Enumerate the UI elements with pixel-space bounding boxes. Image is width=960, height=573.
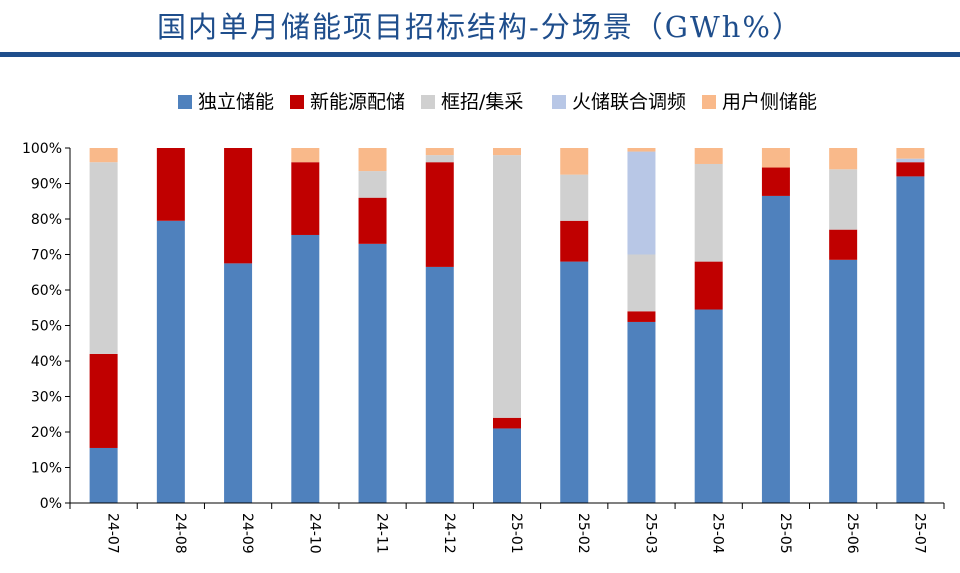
bar-segment-24-07-s2 — [89, 162, 118, 354]
y-tick-label: 60% — [31, 283, 62, 299]
bar-segment-25-06-s1 — [829, 229, 858, 260]
bar-segment-25-04-s2 — [694, 163, 723, 262]
bar-segment-24-12-s4 — [425, 148, 454, 156]
y-tick-label: 10% — [31, 461, 62, 477]
x-tick-label: 24-09 — [239, 513, 255, 554]
legend-swatch — [702, 95, 716, 109]
bar-segment-24-08-s1 — [156, 148, 185, 221]
y-tick-label: 30% — [31, 390, 62, 406]
chart-legend: 独立储能 新能源配储 框招/集采 火储联合调频 用户侧储能 — [178, 91, 817, 113]
bar-segment-25-04-s4 — [694, 148, 723, 164]
bar-segment-25-01-s4 — [493, 148, 521, 156]
x-tick-label: 24-08 — [172, 513, 188, 554]
bar-segment-24-12-s2 — [425, 155, 454, 163]
bar-segment-24-07-s4 — [89, 148, 118, 163]
bar-segment-24-09-s1 — [224, 148, 253, 264]
bar-segment-25-01-s0 — [493, 428, 521, 503]
bars-group — [89, 148, 925, 504]
bar-segment-25-02-s4 — [560, 148, 589, 175]
x-tick-label: 25-03 — [642, 513, 658, 554]
y-tick-label: 40% — [31, 354, 62, 370]
bar-segment-25-02-s2 — [560, 174, 589, 221]
x-tick-label: 24-07 — [105, 513, 121, 554]
legend-label: 火储联合调频 — [572, 91, 686, 113]
axes-group: 0% 10% 20% 30% 40% 50% 60% 70% 80% 90% 100% 24-07 24… — [22, 141, 945, 554]
x-tick-label: 25-07 — [911, 513, 927, 554]
title-underline — [0, 52, 960, 57]
bar-segment-25-07-s4 — [896, 148, 925, 159]
bar-segment-24-10-s1 — [291, 162, 320, 235]
legend-swatch — [178, 95, 192, 109]
bar-segment-24-09-s0 — [224, 263, 253, 503]
page-title: 国内单月储能项目招标结构-分场景（GWh%） — [156, 10, 803, 44]
bar-segment-25-02-s0 — [560, 261, 589, 503]
bar-segment-24-12-s1 — [425, 162, 454, 267]
bar-segment-25-03-s1 — [627, 311, 656, 322]
bar-segment-24-11-s0 — [358, 243, 387, 503]
y-tick-label: 0% — [40, 496, 62, 512]
x-tick-label: 25-04 — [710, 513, 726, 554]
legend-swatch — [290, 95, 304, 109]
bar-segment-25-03-s4 — [627, 148, 656, 152]
bar-segment-24-12-s0 — [425, 266, 454, 503]
bar-segment-25-05-s1 — [761, 167, 790, 196]
legend-label: 用户侧储能 — [722, 91, 817, 113]
bar-segment-25-07-s1 — [896, 162, 925, 177]
x-tick-label: 24-11 — [374, 513, 390, 554]
legend-label: 独立储能 — [198, 91, 274, 113]
bar-segment-25-05-s4 — [761, 148, 790, 168]
bar-segment-25-07-s3 — [896, 158, 925, 163]
bar-segment-25-03-s0 — [627, 321, 656, 503]
bar-segment-24-10-s4 — [291, 148, 320, 163]
bar-segment-25-06-s4 — [829, 148, 858, 170]
bar-segment-24-11-s2 — [358, 171, 387, 198]
bar-segment-25-06-s0 — [829, 259, 858, 503]
bar-segment-24-08-s0 — [156, 220, 185, 503]
legend-swatch — [552, 95, 566, 109]
legend-label: 新能源配储 — [310, 91, 405, 113]
y-tick-label: 20% — [31, 425, 62, 441]
bar-segment-25-03-s3 — [627, 151, 656, 255]
bar-segment-25-03-s2 — [627, 254, 656, 312]
legend-label: 框招/集采 — [441, 91, 523, 113]
x-tick-label: 25-05 — [777, 513, 793, 554]
x-tick-label: 25-01 — [508, 513, 524, 554]
bar-segment-24-07-s1 — [89, 353, 118, 448]
bar-segment-25-02-s1 — [560, 220, 589, 262]
y-tick-label: 80% — [31, 212, 62, 228]
x-tick-label: 24-12 — [441, 513, 457, 554]
y-tick-label: 90% — [31, 177, 62, 193]
bar-segment-24-11-s1 — [358, 197, 387, 244]
bar-segment-24-11-s4 — [358, 148, 387, 172]
y-tick-label: 50% — [31, 319, 62, 335]
x-tick-label: 25-02 — [575, 513, 591, 554]
bar-segment-25-01-s2 — [493, 155, 521, 418]
bar-segment-25-04-s1 — [694, 261, 723, 310]
y-tick-label: 70% — [31, 248, 62, 264]
legend-swatch — [421, 95, 435, 109]
bar-segment-25-04-s0 — [694, 309, 723, 503]
bar-segment-24-10-s0 — [291, 234, 320, 503]
bar-segment-25-07-s0 — [896, 176, 925, 503]
x-tick-label: 24-10 — [306, 513, 322, 554]
bar-segment-25-05-s0 — [761, 195, 790, 504]
x-tick-label: 25-06 — [844, 513, 860, 554]
bar-segment-25-01-s1 — [493, 417, 521, 429]
bar-segment-25-06-s2 — [829, 169, 858, 230]
y-tick-label: 100% — [22, 141, 62, 157]
bar-segment-24-07-s0 — [89, 447, 118, 503]
